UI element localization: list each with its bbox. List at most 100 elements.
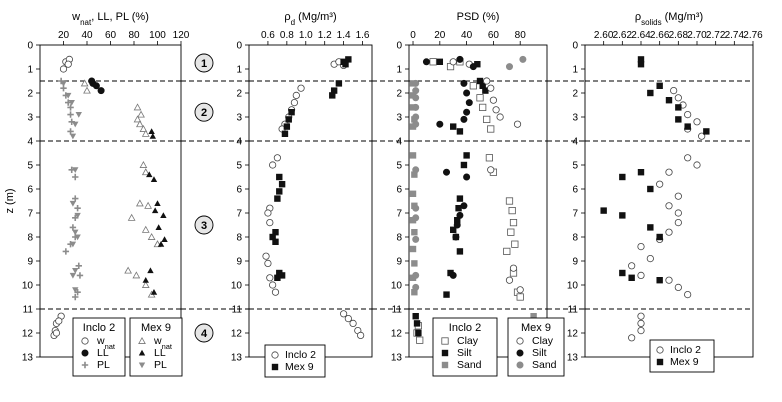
y-tick-label: 1 <box>236 65 242 76</box>
data-point <box>670 87 678 95</box>
data-point <box>508 206 516 215</box>
data-point <box>409 92 417 99</box>
data-point <box>460 161 468 169</box>
data-point <box>340 310 348 318</box>
data-point <box>637 61 645 68</box>
data-point <box>60 80 67 87</box>
data-point <box>479 82 486 89</box>
data-point <box>69 272 77 279</box>
data-point <box>141 129 150 137</box>
y-tick-label: 0 <box>572 41 578 52</box>
data-point <box>456 128 464 135</box>
data-point <box>698 132 706 140</box>
y-tick-label: 3 <box>27 113 33 124</box>
data-point <box>456 211 464 219</box>
y-tick-label: 1 <box>27 65 33 76</box>
data-point <box>52 329 61 337</box>
data-point <box>411 171 418 178</box>
data-point <box>67 128 74 135</box>
data-point <box>684 123 691 130</box>
legend-entry: Mex 9 <box>285 361 314 373</box>
x-tick-label: 2.62 <box>613 30 633 41</box>
data-point <box>297 84 305 92</box>
data-point <box>628 334 636 342</box>
legend-entry: PL <box>97 359 110 371</box>
data-point <box>483 77 491 85</box>
legend-marker <box>138 349 146 356</box>
layer-badge-circle <box>194 102 214 122</box>
data-point <box>276 173 283 181</box>
x-tick-label: 2.66 <box>650 30 670 41</box>
data-point <box>342 61 349 68</box>
data-point <box>600 207 607 214</box>
x-tick-label: 2.60 <box>594 30 614 41</box>
data-point <box>262 252 270 260</box>
data-point <box>67 111 74 118</box>
legend-entry: Mex 9 <box>670 356 699 368</box>
data-point <box>264 209 272 217</box>
data-point <box>516 293 524 301</box>
data-point <box>476 94 484 102</box>
legend-title: Inclo 2 <box>83 322 115 334</box>
panel-4-title: ρsolids (Mg/m³) <box>635 11 703 27</box>
data-point <box>83 86 91 94</box>
data-point <box>416 336 424 344</box>
data-point <box>412 113 420 121</box>
data-point <box>455 205 462 212</box>
y-tick-label: 13 <box>391 353 403 364</box>
layer-badge-label: 3 <box>201 220 207 232</box>
series-1-1 <box>50 55 73 339</box>
legend-box <box>129 317 183 377</box>
legend-marker <box>81 337 89 345</box>
y-tick-label: 10 <box>567 281 579 292</box>
panel-1-title: wnat, LL, PL (%) <box>71 11 149 27</box>
data-point <box>72 293 79 301</box>
y-tick-label: 7 <box>27 209 33 220</box>
y-tick-label: 5 <box>236 161 242 172</box>
data-point <box>139 160 148 168</box>
data-point <box>656 82 663 89</box>
data-point <box>146 171 153 178</box>
data-point <box>443 291 450 298</box>
y-tick-label: 5 <box>27 161 33 172</box>
layer-badge-circle <box>194 215 214 235</box>
data-point <box>274 195 281 202</box>
legend-entry: LL <box>97 347 109 359</box>
y-tick-label: 4 <box>27 137 33 148</box>
legend-marker <box>516 337 524 345</box>
data-point <box>637 326 645 335</box>
y-tick-label: 9 <box>27 257 33 268</box>
legend-entry: Silt <box>457 347 472 359</box>
data-point <box>72 121 79 128</box>
data-point <box>637 312 645 320</box>
data-point <box>72 229 79 236</box>
data-point <box>452 233 460 241</box>
data-point <box>157 241 165 247</box>
data-point <box>674 283 682 291</box>
data-point <box>137 110 145 118</box>
panel-3-title: PSD (%) <box>457 11 500 23</box>
data-point <box>141 168 150 176</box>
data-point <box>422 58 430 66</box>
data-point <box>479 103 487 111</box>
data-point <box>646 255 654 263</box>
x-tick-label: 1.2 <box>318 30 332 41</box>
data-point <box>628 274 635 281</box>
data-point <box>487 84 495 92</box>
data-point <box>80 79 89 87</box>
y-tick-label: 6 <box>27 185 33 196</box>
series-1-3 <box>57 77 84 301</box>
y-tick-label: 6 <box>396 185 402 196</box>
data-point <box>530 313 537 320</box>
data-point <box>88 77 96 85</box>
y-tick-label: 8 <box>236 233 242 244</box>
data-point <box>637 243 645 251</box>
y-tick-label: 12 <box>567 329 579 340</box>
y-tick-label: 1 <box>572 65 578 76</box>
y-tick-label: 4 <box>572 137 578 148</box>
x-tick-label: 60 <box>488 30 500 41</box>
